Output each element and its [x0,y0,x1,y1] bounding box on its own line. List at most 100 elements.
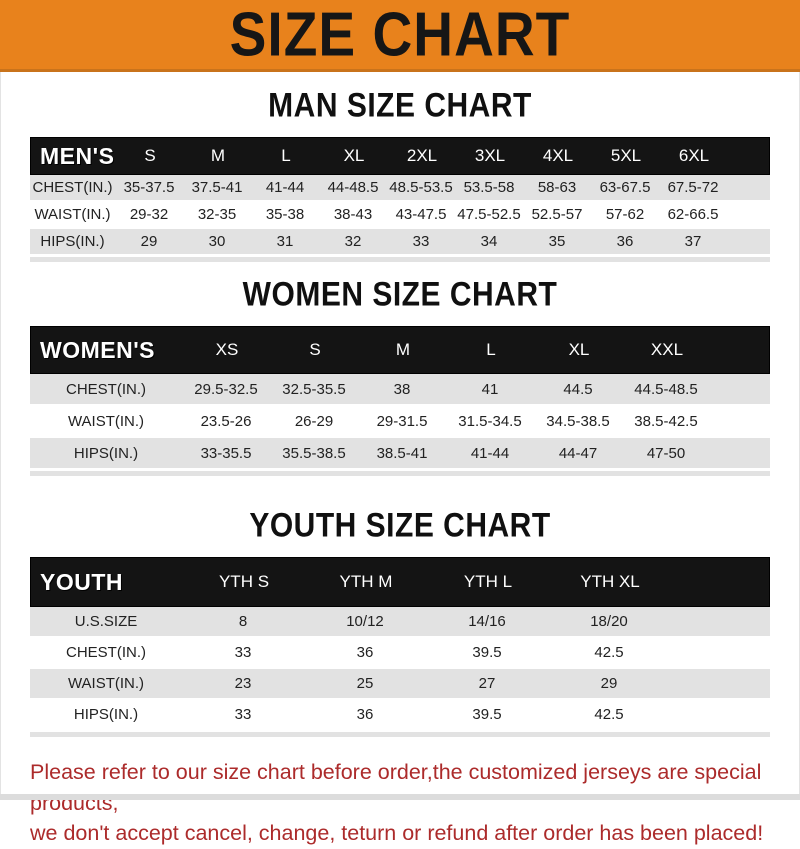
value-cell: 18/20 [590,613,628,630]
table-header-row: WOMEN'S XS S M L XL XXL [30,326,770,374]
column-header-cell: 5XL [610,146,642,165]
column-header-cell: M [395,340,411,359]
column-header-cell: 6XL [678,146,710,165]
column-header-cell: L [281,146,291,165]
value-cell: 36 [616,233,634,250]
column-header-cell: S [309,340,321,359]
value-cell: 29.5-32.5 [194,380,258,398]
table-row: HIPS(IN.) 33-35.5 35.5-38.5 38.5-41 41-44 44-… [30,438,770,470]
value-cell: 67.5-72 [667,179,719,196]
value-cell: 53.5-58 [463,179,515,196]
womens-size-table: WOMEN'S XS S M L XL XXL CHEST(IN.) 29.5-32.5 32.5… [30,326,770,476]
order-disclaimer: Please refer to our size chart before or… [30,757,800,849]
column-header-cell: XXL [650,340,684,359]
table-row: WAIST(IN.) 23.5-26 26-29 29-31.5 31.5-34.5 34… [30,406,770,438]
column-header-cell: XS [215,340,239,359]
value-cell: 29-32 [129,206,169,223]
table-title-cell: MEN'S [40,142,115,169]
mens-size-table: MEN'S S M L XL 2XL 3XL 4XL 5XL 6XL CHEST(IN.) 35-37… [30,137,770,262]
banner-title: SIZE CHART [229,0,571,70]
value-cell: 58-63 [537,179,577,196]
column-header-cell: YTH S [218,572,270,591]
column-header-cell: M [210,146,226,165]
value-cell: 44-47 [558,444,598,462]
value-cell: 38.5-42.5 [634,412,698,430]
value-cell: 33-35.5 [200,444,252,462]
value-cell: 35.5-38.5 [282,444,346,462]
value-cell: 38.5-41 [376,444,428,462]
value-cell: 23 [234,675,252,692]
value-cell: 44.5-48.5 [634,380,698,398]
value-cell: 32.5-35.5 [282,380,346,398]
value-cell: 47.5-52.5 [457,206,521,223]
value-cell: 41 [481,380,499,398]
value-cell: 30 [208,233,226,250]
column-header-cell: YTH M [339,572,393,591]
value-cell: 29 [600,675,618,692]
table-row: WAIST(IN.) 29-32 32-35 35-38 38-43 43-47.5 47.… [30,202,770,229]
row-label-cell: WAIST(IN.) [34,206,111,223]
value-cell: 34.5-38.5 [546,412,610,430]
table-bottom-strip [30,732,770,737]
value-cell: 34 [480,233,498,250]
value-cell: 41-44 [470,444,510,462]
table-bottom-strip [30,257,770,262]
value-cell: 44.5 [563,380,593,398]
table-title-cell: WOMEN'S [40,336,156,363]
value-cell: 38-43 [333,206,373,223]
value-cell: 42.5 [594,706,624,723]
size-chart-banner: SIZE CHART [0,0,800,72]
row-label-cell: WAIST(IN.) [67,675,145,692]
value-cell: 43-47.5 [395,206,447,223]
row-label-cell: HIPS(IN.) [73,444,139,462]
value-cell: 57-62 [605,206,645,223]
value-cell: 14/16 [468,613,506,630]
table-bottom-strip [30,471,770,476]
row-label-cell: CHEST(IN.) [32,179,113,196]
table-row: CHEST(IN.) 35-37.5 37.5-41 41-44 44-48.5 48.5… [30,175,770,202]
value-cell: 36 [356,644,374,661]
column-header-cell: 2XL [406,146,438,165]
row-label-cell: HIPS(IN.) [40,233,105,250]
value-cell: 44-48.5 [327,179,379,196]
value-cell: 26-29 [294,412,334,430]
value-cell: 33 [412,233,430,250]
disclaimer-line-1: Please refer to our size chart before or… [30,760,762,815]
value-cell: 35 [548,233,566,250]
man-section-heading-text: MAN SIZE CHART [268,86,532,125]
women-section-heading: WOMEN SIZE CHART [0,262,800,314]
row-label-cell: WAIST(IN.) [67,412,145,430]
value-cell: 32-35 [197,206,237,223]
value-cell: 62-66.5 [667,206,719,223]
column-header-cell: S [144,146,156,165]
disclaimer-line-2: we don't accept cancel, change, teturn o… [30,821,764,846]
youth-section-heading-text: YOUTH SIZE CHART [249,506,551,545]
youth-section-heading: YOUTH SIZE CHART [0,476,800,545]
column-header-cell: 4XL [542,146,574,165]
value-cell: 23.5-26 [200,412,252,430]
value-cell: 10/12 [346,613,384,630]
row-label-cell: U.S.SIZE [74,613,138,630]
value-cell: 35-38 [265,206,305,223]
women-section-heading-text: WOMEN SIZE CHART [242,275,558,314]
column-header-cell: YTH L [463,572,513,591]
value-cell: 41-44 [265,179,305,196]
value-cell: 25 [356,675,374,692]
value-cell: 42.5 [594,644,624,661]
table-row: HIPS(IN.) 33 36 39.5 42.5 [30,700,770,731]
column-header-cell: XL [568,340,590,359]
table-row: WAIST(IN.) 23 25 27 29 [30,669,770,700]
value-cell: 37 [684,233,702,250]
youth-size-table: YOUTH YTH S YTH M YTH L YTH XL U.S.SIZE 8 10/12… [30,557,770,737]
value-cell: 39.5 [472,706,502,723]
man-section-heading: MAN SIZE CHART [0,72,800,125]
value-cell: 8 [238,613,248,630]
value-cell: 31 [276,233,294,250]
value-cell: 36 [356,706,374,723]
table-row: U.S.SIZE 8 10/12 14/16 18/20 [30,607,770,638]
page-bottom-strip [0,794,800,800]
table-header-row: MEN'S S M L XL 2XL 3XL 4XL 5XL 6XL [30,137,770,175]
value-cell: 31.5-34.5 [458,412,522,430]
row-label-cell: CHEST(IN.) [66,644,146,661]
column-header-cell: YTH XL [580,572,640,591]
